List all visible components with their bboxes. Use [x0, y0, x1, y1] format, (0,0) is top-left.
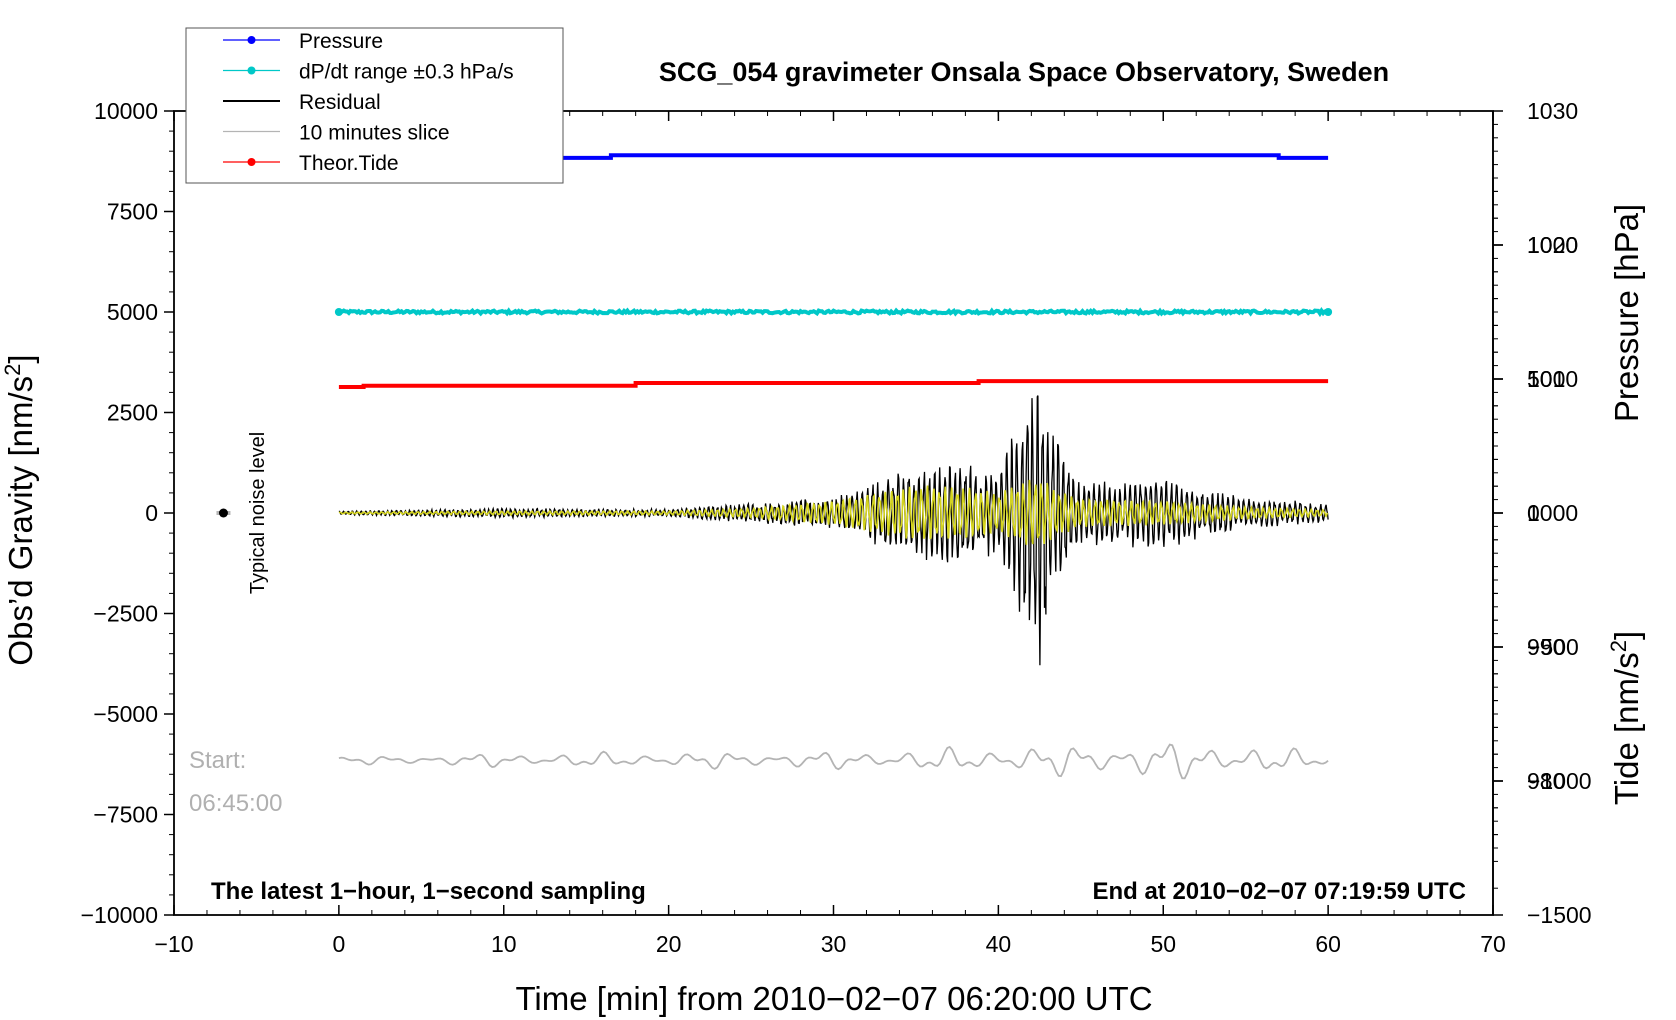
- chart-title: SCG_054 gravimeter Onsala Space Observat…: [659, 57, 1389, 87]
- legend-label: Theor.Tide: [299, 152, 399, 175]
- dpdt-endpoint-start: [334, 308, 343, 316]
- x-tick-label: 60: [1315, 931, 1341, 957]
- left-tick-label: −7500: [93, 802, 158, 828]
- tide-tick-label: −1000: [1527, 768, 1592, 794]
- left-tick-label: 2500: [107, 400, 158, 426]
- pressure-tick-label: 980: [1527, 768, 1565, 794]
- x-axis-title: Time [min] from 2010−02−07 06:20:00 UTC: [515, 980, 1152, 1017]
- left-tick-label: 0: [145, 500, 158, 526]
- pressure-tick-label: 1030: [1527, 98, 1578, 124]
- series-filtered-residual: [338, 479, 1329, 545]
- tide-tick-label: 0: [1527, 500, 1540, 526]
- legend-marker: [247, 66, 256, 75]
- x-tick-label: 50: [1150, 931, 1176, 957]
- noise-level-label: Typical noise level: [247, 432, 269, 594]
- pressure-tick-label: 990: [1527, 634, 1565, 660]
- axes-layer: −10 0 10 20 30 40 50 60 70100007500500025000−250…: [81, 98, 1592, 957]
- tide-axis-title: Tide [nm/s2]: [1606, 631, 1645, 805]
- legend-label: Pressure: [299, 30, 383, 53]
- left-axis-title-sup: 2: [0, 364, 25, 376]
- left-axis-title-close: ]: [2, 354, 39, 363]
- start-label: Start:: [189, 747, 246, 774]
- series-pressure: [338, 153, 1329, 160]
- pressure-tick-label: 1010: [1527, 366, 1578, 392]
- x-tick-label: 20: [656, 931, 682, 957]
- legend-entries: Pressure dP/dt range ±0.3 hPa/s Residual 10…: [223, 30, 514, 175]
- legend-label: 10 minutes slice: [299, 122, 450, 145]
- data-layer: [216, 153, 1333, 780]
- legend: Pressure dP/dt range ±0.3 hPa/s Residual 10…: [185, 27, 564, 184]
- tide-tick-label: −500: [1527, 634, 1579, 660]
- legend-marker: [247, 158, 256, 166]
- left-axis-title: Obs’d Gravity [nm/s2]: [0, 354, 39, 665]
- series-dpdt-range: [337, 307, 1327, 318]
- legend-label: dP/dt range ±0.3 hPa/s: [299, 61, 514, 84]
- dpdt-endpoint-end: [1324, 308, 1333, 316]
- legend-marker: [247, 36, 256, 44]
- left-tick-label: 10000: [94, 98, 158, 124]
- pressure-tick-label: 1000: [1527, 500, 1578, 526]
- series-residual: [338, 395, 1329, 666]
- pressure-axis-title: Pressure [hPa]: [1608, 204, 1645, 422]
- noise-marker: [218, 508, 228, 518]
- left-tick-label: 7500: [107, 199, 158, 225]
- tide-tick-label: −1500: [1527, 902, 1592, 928]
- x-tick-label: 70: [1480, 931, 1506, 957]
- series-10-minute-slice: [338, 743, 1329, 780]
- left-tick-label: 5000: [107, 299, 158, 325]
- tide-axis-title-sup: 2: [1606, 640, 1631, 652]
- x-tick-label: 10: [491, 931, 517, 957]
- series-theor-tide: [338, 379, 1329, 389]
- left-tick-label: −10000: [81, 902, 158, 928]
- x-tick-label: −10: [154, 931, 193, 957]
- left-tick-label: −5000: [93, 701, 158, 727]
- bottom-right-note: End at 2010−02−07 07:19:59 UTC: [1092, 878, 1466, 905]
- tide-axis-title-close: ]: [1608, 631, 1645, 640]
- legend-label: Residual: [299, 91, 381, 114]
- left-tick-label: −2500: [93, 601, 158, 627]
- x-tick-label: 40: [986, 931, 1012, 957]
- left-axis-title-main: Obs’d Gravity [nm/s: [2, 376, 39, 666]
- legend-box: [185, 27, 564, 184]
- x-tick-label: 0: [332, 931, 345, 957]
- tide-axis-title-main: Tide [nm/s: [1608, 652, 1645, 805]
- pressure-tick-label: 1020: [1527, 232, 1578, 258]
- tide-tick-label: 500: [1527, 366, 1565, 392]
- tide-tick-label: 1000: [1527, 232, 1578, 258]
- bottom-left-note: The latest 1−hour, 1−second sampling: [211, 878, 646, 905]
- start-time: 06:45:00: [189, 790, 282, 817]
- x-tick-label: 30: [821, 931, 847, 957]
